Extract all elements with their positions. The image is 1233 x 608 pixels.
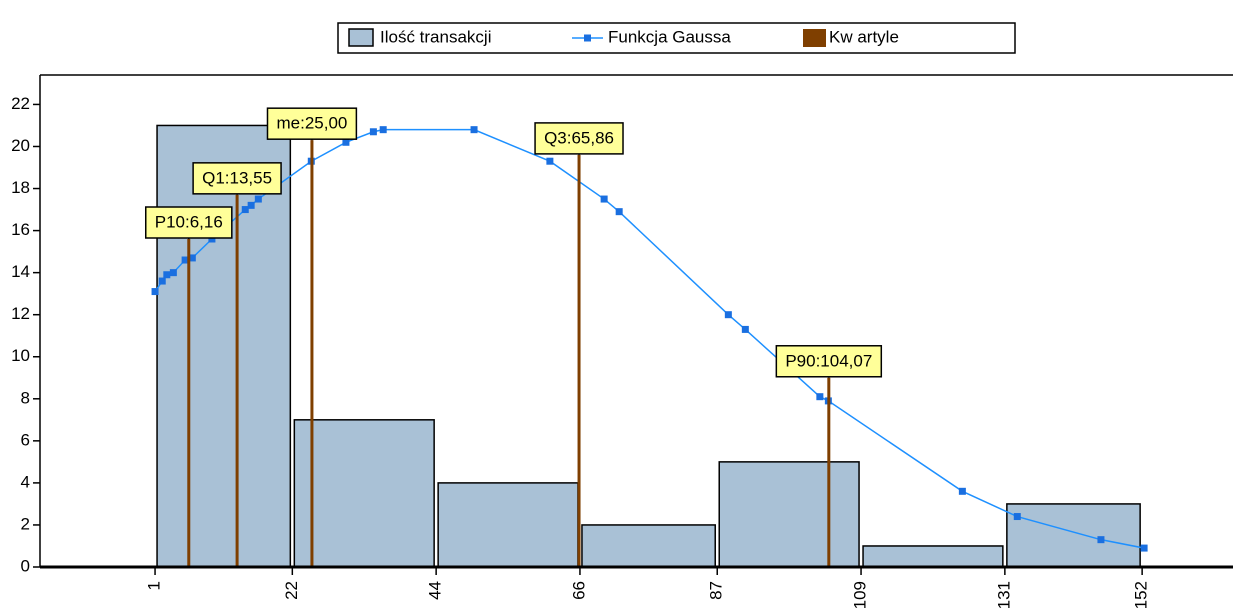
gauss-marker <box>816 393 824 401</box>
gauss-marker <box>470 126 478 134</box>
quartile-label: me:25,00 <box>276 114 347 133</box>
x-tick-label: 66 <box>569 581 588 600</box>
x-tick-label: 44 <box>426 581 445 600</box>
y-tick-label: 0 <box>21 556 30 575</box>
gauss-marker <box>158 277 166 285</box>
bar <box>293 419 435 568</box>
x-tick-label: 109 <box>851 581 870 608</box>
quartile-label: P10:6,16 <box>155 212 223 231</box>
quartile-label-box <box>192 162 282 195</box>
y-tick-label: 8 <box>21 388 30 407</box>
gauss-marker <box>151 288 159 296</box>
bar <box>718 461 860 568</box>
gauss-marker <box>546 157 554 165</box>
gauss-marker <box>379 126 387 134</box>
x-tick-label: 87 <box>707 581 726 600</box>
gauss-marker <box>247 201 255 209</box>
gauss-marker <box>169 269 177 277</box>
quartile-label: Q3:65,86 <box>544 128 614 147</box>
quartile-label: Q1:13,55 <box>202 168 272 187</box>
gauss-marker <box>188 254 196 262</box>
legend-marker <box>584 34 591 42</box>
gauss-marker <box>369 128 377 136</box>
legend-label: Kw artyle <box>829 27 899 46</box>
legend-swatch <box>803 29 826 47</box>
quartile-label-box <box>775 345 883 378</box>
quartile-label-box <box>534 122 624 155</box>
quartile-label-box <box>266 107 358 140</box>
gauss-marker <box>208 235 216 243</box>
y-tick-label: 20 <box>11 136 30 155</box>
x-tick-label: 152 <box>1132 581 1151 608</box>
x-tick-label: 22 <box>282 581 301 600</box>
quartile-label-box <box>145 206 233 239</box>
gauss-marker <box>741 325 749 333</box>
y-tick-label: 22 <box>11 94 30 113</box>
gauss-marker <box>958 487 966 495</box>
bar <box>437 482 579 568</box>
gauss-marker <box>600 195 608 203</box>
bar <box>581 524 716 568</box>
y-tick-label: 4 <box>21 472 30 491</box>
bar <box>862 545 1004 568</box>
legend-label: Ilość transakcji <box>380 27 491 46</box>
y-tick-label: 16 <box>11 220 30 239</box>
gauss-marker <box>342 138 350 146</box>
gauss-marker <box>1013 513 1021 521</box>
gauss-marker <box>254 195 262 203</box>
legend-label: Funkcja Gaussa <box>608 27 731 46</box>
x-tick-label: 1 <box>145 581 164 590</box>
y-tick-label: 6 <box>21 430 30 449</box>
quartile-label: P90:104,07 <box>785 351 872 370</box>
y-tick-label: 12 <box>11 304 30 323</box>
y-tick-label: 18 <box>11 178 30 197</box>
gauss-marker <box>1140 544 1148 552</box>
gauss-marker <box>241 206 249 214</box>
y-tick-label: 10 <box>11 346 30 365</box>
legend-swatch <box>348 28 374 47</box>
gauss-marker <box>181 256 189 264</box>
bar <box>156 124 292 568</box>
gauss-marker <box>1097 536 1105 544</box>
gauss-marker <box>163 271 171 279</box>
bar <box>1006 503 1141 568</box>
gauss-marker <box>615 208 623 216</box>
x-tick-label: 131 <box>994 581 1013 608</box>
y-tick-label: 14 <box>11 262 30 281</box>
y-tick-label: 2 <box>21 514 30 533</box>
gauss-marker <box>724 311 732 319</box>
legend-box <box>337 22 1016 54</box>
